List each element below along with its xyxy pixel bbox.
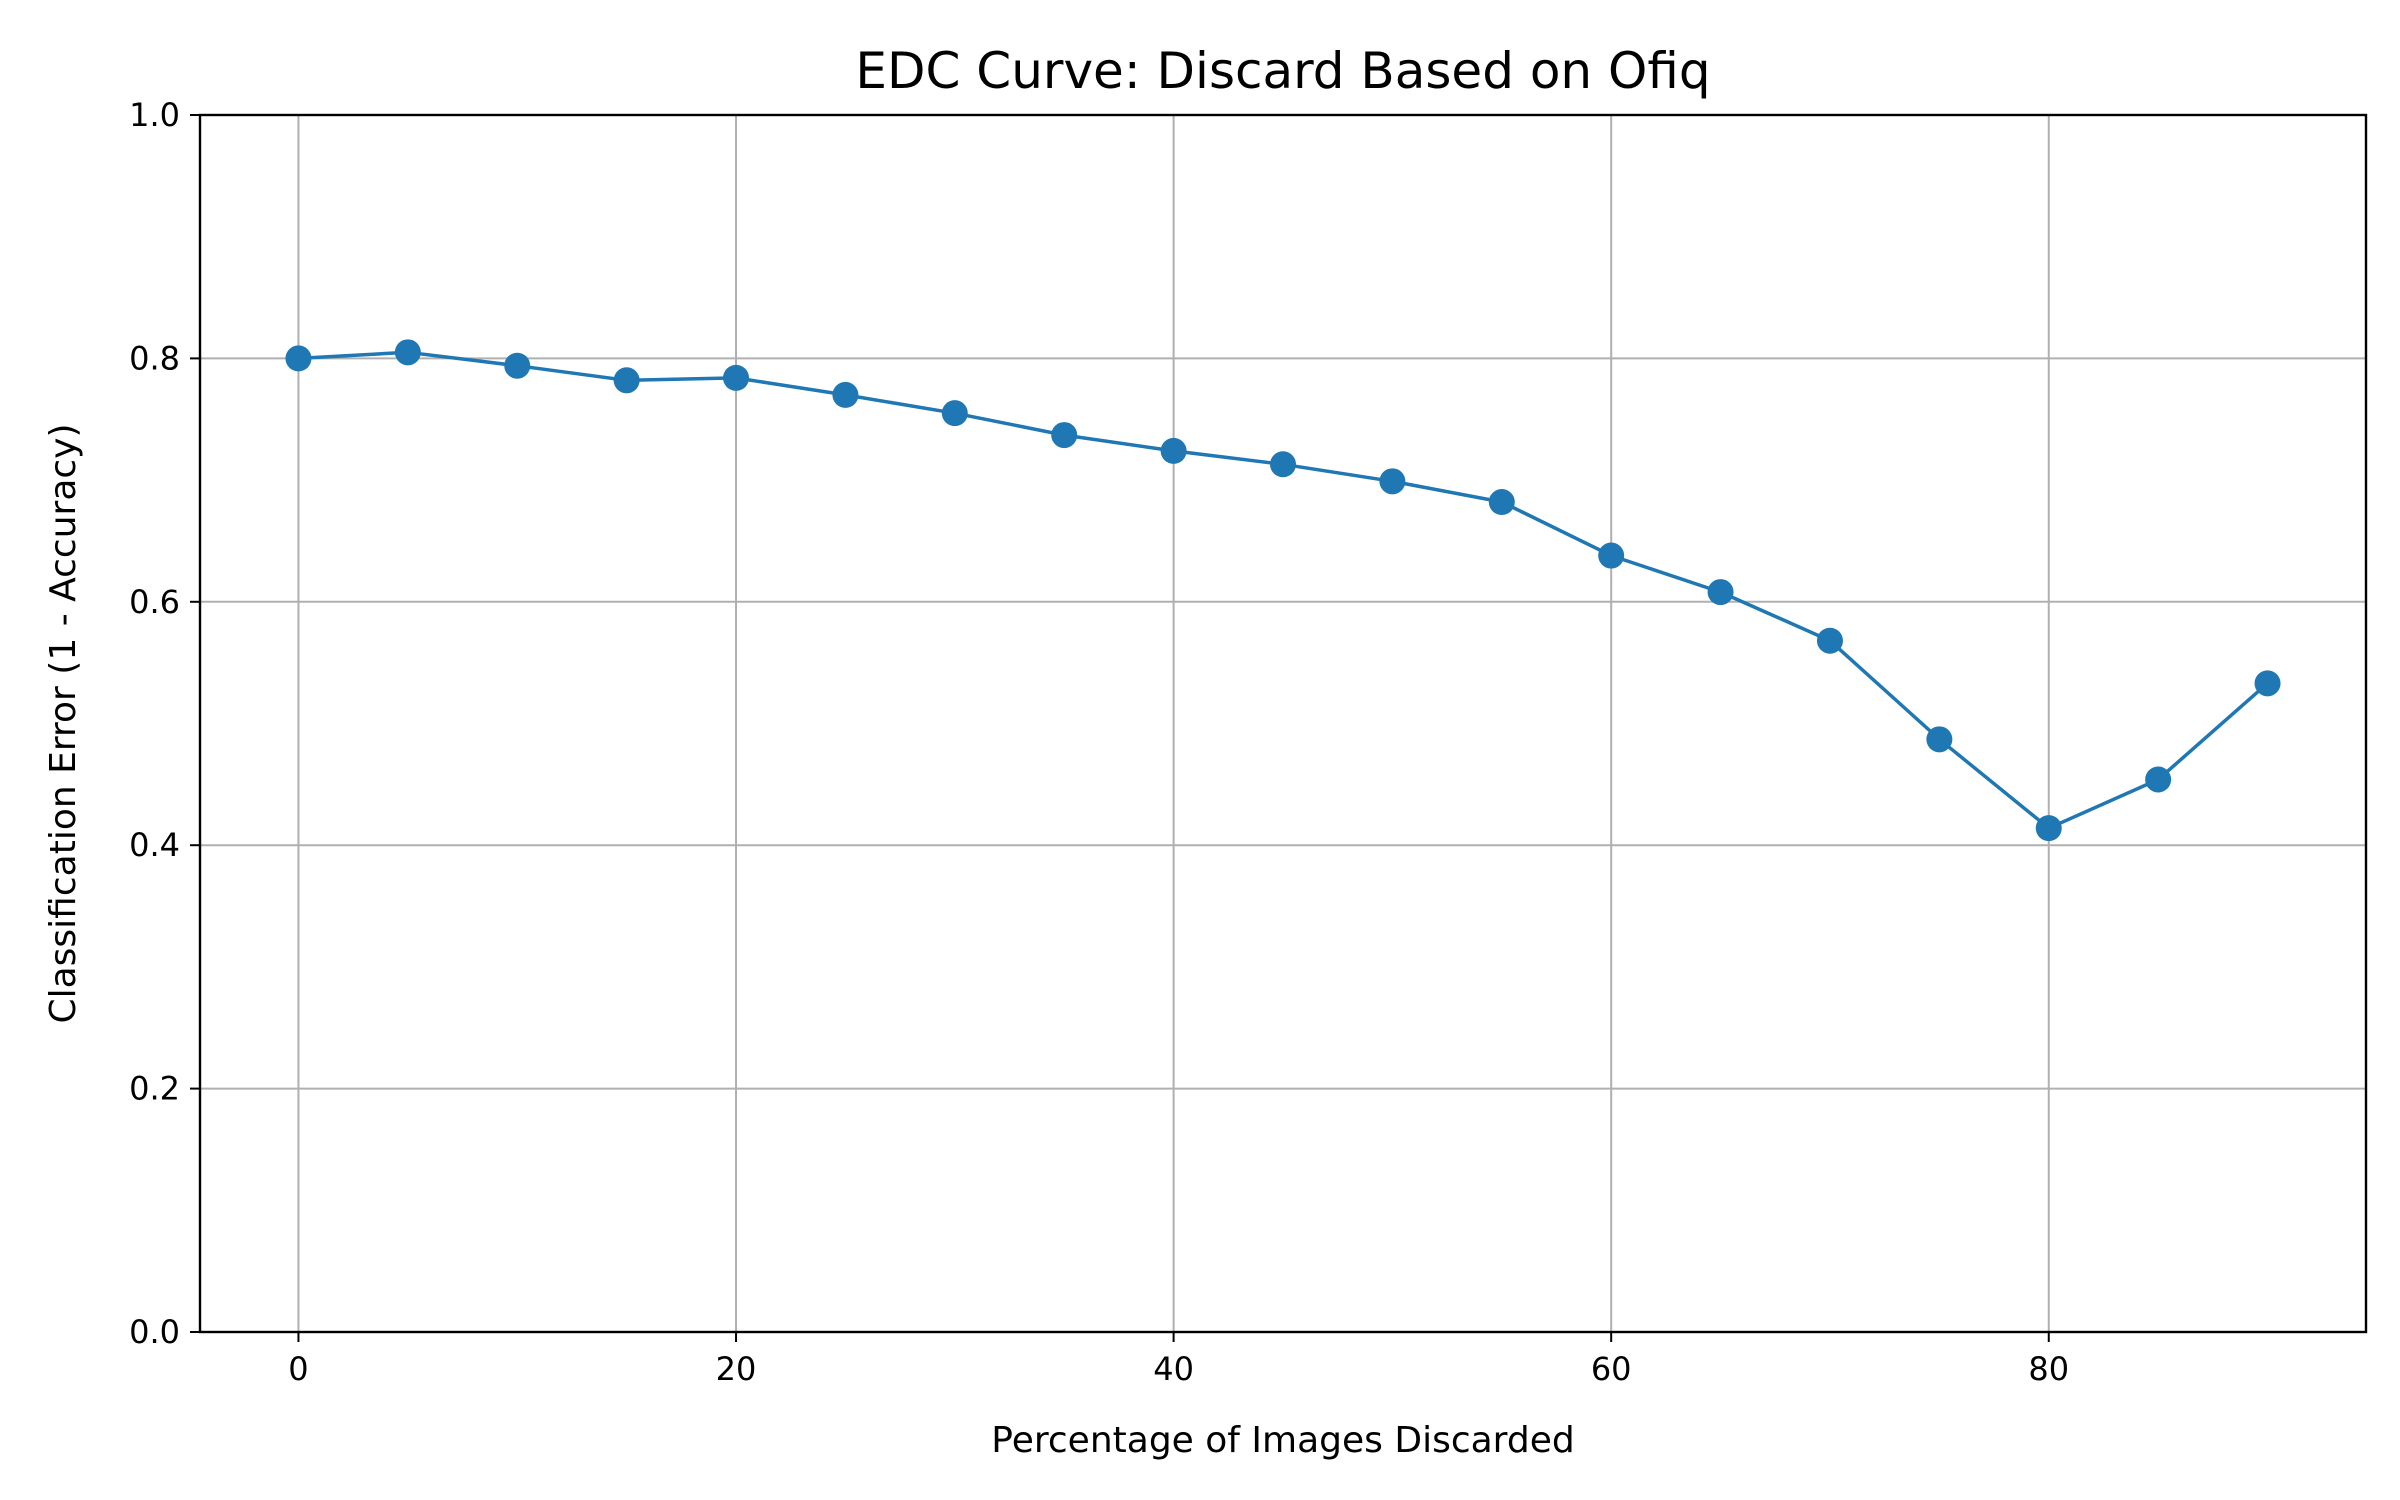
y-axis-label: Classification Error (1 - Accuracy) <box>43 423 84 1023</box>
data-point <box>2035 815 2062 842</box>
plot-frame <box>198 113 2368 1334</box>
x-tick-label: 60 <box>1591 1350 1632 1388</box>
y-tick-label: 0.2 <box>129 1070 180 1108</box>
data-point <box>613 367 640 394</box>
y-tick-label: 1.0 <box>129 96 180 134</box>
x-tick-label: 20 <box>716 1350 757 1388</box>
data-point <box>504 352 531 379</box>
data-point <box>1051 422 1078 449</box>
y-tick-label: 0.8 <box>129 339 180 377</box>
x-tick-label: 0 <box>288 1350 308 1388</box>
data-point <box>1270 451 1296 478</box>
tick-layer: 0 20 40 60 80 0.0 0.2 0.4 0.6 0.8 1.0 <box>129 96 2069 1388</box>
data-point <box>394 339 421 366</box>
chart-title: EDC Curve: Discard Based on Ofiq <box>855 42 1710 100</box>
x-axis-label: Percentage of Images Discarded <box>991 1420 1574 1461</box>
data-point <box>2254 670 2281 697</box>
x-tick-label: 40 <box>1153 1350 1194 1388</box>
data-point <box>1816 627 1843 654</box>
data-point <box>1160 437 1187 464</box>
data-point <box>1707 579 1734 606</box>
y-tick-label: 0.6 <box>129 583 180 621</box>
data-point <box>2145 766 2172 793</box>
x-tick-label: 80 <box>2028 1350 2069 1388</box>
data-point <box>285 345 312 372</box>
series-layer <box>285 339 2281 842</box>
y-tick-label: 0.0 <box>129 1313 180 1351</box>
data-point <box>1598 542 1625 569</box>
y-tick-label: 0.4 <box>129 826 180 864</box>
data-point <box>1488 489 1515 516</box>
data-point <box>1379 468 1406 495</box>
data-point <box>723 364 750 391</box>
data-point <box>941 400 968 427</box>
data-point <box>1926 726 1953 753</box>
data-point <box>832 381 859 408</box>
